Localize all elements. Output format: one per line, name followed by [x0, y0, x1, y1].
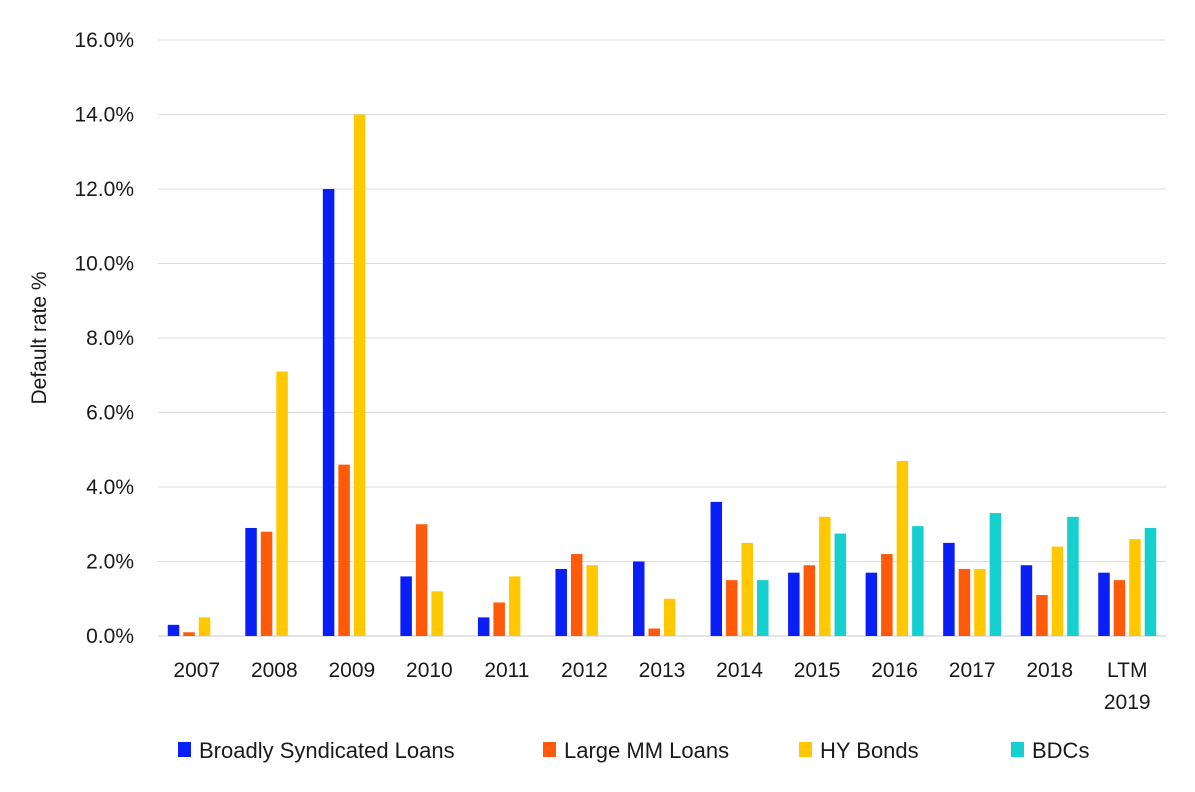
y-tick-label: 16.0%: [74, 29, 134, 52]
x-tick-label: 2010: [406, 659, 453, 682]
bar-broadly-syndicated-loans-2011: [477, 617, 490, 636]
x-tick-label: LTM: [1107, 659, 1147, 682]
bar-broadly-syndicated-loans-2017: [943, 542, 955, 636]
x-axis-ticks: 2007 2008 2009 2010 2011 2012 2013 2014 2015 2016…: [173, 659, 1150, 714]
bar-hy-bonds-2009: [353, 114, 366, 636]
x-tick-label: 2014: [716, 659, 763, 682]
legend-item-bdcs: BDCs: [1011, 738, 1089, 763]
x-tick-label: 2012: [561, 659, 608, 682]
y-tick-label: 10.0%: [74, 253, 134, 276]
bar-hy-bonds-2010: [431, 591, 443, 636]
legend-swatch: [178, 742, 191, 757]
legend-label: BDCs: [1032, 738, 1089, 763]
bar-bdcs-2015: [834, 533, 847, 636]
legend-item-broadly-syndicated-loans: Broadly Syndicated Loans: [178, 738, 455, 763]
bar-hy-bonds-2013: [664, 598, 676, 636]
bar-large-mm-loans-2008: [260, 531, 273, 636]
x-tick-label: 2017: [949, 659, 996, 682]
bar-broadly-syndicated-loans-2010: [400, 576, 412, 636]
bar-broadly-syndicated-loans-2009: [322, 189, 335, 636]
bar-hy-bonds-2018: [1051, 546, 1064, 636]
bar-broadly-syndicated-loans-2014: [710, 501, 723, 636]
bar-large-mm-loans-2009: [338, 464, 350, 636]
y-tick-label: 14.0%: [74, 104, 134, 127]
legend-swatch: [1011, 742, 1024, 757]
bar-hy-bonds-2014: [741, 542, 754, 636]
bar-hy-bonds-2015: [819, 516, 831, 636]
bar-hy-bonds-ltm-2019: [1129, 539, 1141, 636]
bar-hy-bonds-2008: [276, 371, 288, 636]
gridlines: [158, 39, 1166, 637]
y-tick-label: 6.0%: [86, 402, 134, 425]
y-axis-title: Default rate %: [28, 271, 51, 404]
bar-large-mm-loans-2013: [648, 628, 660, 636]
bar-large-mm-loans-2007: [183, 632, 195, 636]
y-tick-label: 2.0%: [86, 551, 134, 574]
bar-hy-bonds-2007: [198, 617, 211, 636]
legend-label: Broadly Syndicated Loans: [199, 738, 455, 763]
legend: Broadly Syndicated Loans Large MM Loans HY…: [178, 738, 1089, 763]
legend-swatch: [799, 742, 812, 757]
x-tick-label: 2007: [173, 659, 220, 682]
bar-broadly-syndicated-loans-2018: [1020, 565, 1033, 636]
y-tick-label: 4.0%: [86, 476, 134, 499]
bar-broadly-syndicated-loans-ltm-2019: [1098, 572, 1110, 636]
legend-swatch: [543, 742, 556, 757]
bar-broadly-syndicated-loans-2015: [788, 572, 800, 636]
bar-hy-bonds-2012: [586, 565, 598, 636]
x-tick-label: 2019: [1104, 691, 1151, 714]
bar-large-mm-loans-2017: [958, 568, 971, 636]
legend-label: HY Bonds: [820, 738, 919, 763]
y-tick-label: 12.0%: [74, 178, 134, 201]
bar-broadly-syndicated-loans-2008: [245, 527, 257, 636]
bar-large-mm-loans-2010: [415, 524, 428, 636]
bar-large-mm-loans-2014: [726, 580, 738, 636]
bar-large-mm-loans-2018: [1036, 595, 1048, 636]
bar-large-mm-loans-2012: [570, 554, 583, 636]
bar-large-mm-loans-ltm-2019: [1113, 580, 1126, 636]
y-tick-label: 0.0%: [86, 625, 134, 648]
legend-item-large-mm-loans: Large MM Loans: [543, 738, 729, 763]
bars: [167, 114, 1157, 636]
bar-bdcs-2017: [989, 513, 1002, 636]
bar-hy-bonds-2016: [896, 460, 909, 636]
bar-bdcs-2014: [757, 580, 769, 636]
x-tick-label: 2008: [251, 659, 298, 682]
bar-large-mm-loans-2016: [881, 554, 893, 636]
bar-large-mm-loans-2015: [803, 565, 816, 636]
x-tick-label: 2009: [328, 659, 375, 682]
legend-item-hy-bonds: HY Bonds: [799, 738, 919, 763]
bar-broadly-syndicated-loans-2016: [865, 572, 878, 636]
x-tick-label: 2011: [484, 659, 529, 682]
bar-broadly-syndicated-loans-2013: [633, 561, 645, 636]
bar-bdcs-ltm-2019: [1144, 527, 1157, 636]
y-axis-ticks: 0.0% 2.0% 4.0% 6.0% 8.0% 10.0% 12.0% 14.0% 16.0%: [74, 29, 134, 648]
bar-hy-bonds-2017: [974, 568, 986, 636]
bar-broadly-syndicated-loans-2007: [167, 624, 180, 636]
x-tick-label: 2016: [871, 659, 918, 682]
bar-bdcs-2016: [912, 526, 924, 636]
legend-label: Large MM Loans: [564, 738, 729, 763]
y-tick-label: 8.0%: [86, 327, 134, 350]
bar-hy-bonds-2011: [508, 576, 521, 636]
bar-large-mm-loans-2011: [493, 602, 505, 636]
x-tick-label: 2015: [794, 659, 841, 682]
x-tick-label: 2018: [1026, 659, 1073, 682]
x-tick-label: 2013: [639, 659, 686, 682]
bar-broadly-syndicated-loans-2012: [555, 568, 567, 636]
bar-bdcs-2018: [1067, 516, 1079, 636]
